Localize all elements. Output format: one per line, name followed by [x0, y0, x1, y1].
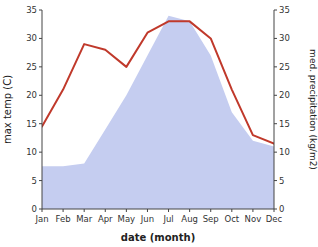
- x-tick: [252, 209, 253, 212]
- x-tick-label: Jun: [140, 214, 154, 224]
- y2-axis-line: [274, 10, 275, 209]
- x-tick-label: Sep: [203, 214, 219, 224]
- x-tick: [189, 209, 190, 212]
- x-tick-label: Dec: [266, 214, 283, 224]
- y-tick-label: 25: [26, 62, 37, 72]
- y-tick: [39, 180, 42, 181]
- y2-tick: [274, 180, 277, 181]
- x-tick: [210, 209, 211, 212]
- x-tick-label: Aug: [181, 214, 198, 224]
- y-tick-label: 35: [26, 5, 37, 15]
- x-tick-label: Jul: [162, 214, 173, 224]
- x-tick-label: Jan: [34, 214, 48, 224]
- y2-tick: [274, 123, 277, 124]
- plot-area: [42, 16, 274, 209]
- y-tick-label: 15: [26, 119, 37, 129]
- y-tick-label: 20: [26, 90, 37, 100]
- y-tick: [39, 152, 42, 153]
- y2-tick-label: 15: [279, 119, 290, 129]
- x-axis-line: [42, 209, 274, 210]
- x-tick-label: Apr: [98, 214, 113, 224]
- y2-tick: [274, 209, 277, 210]
- y2-tick-label: 0: [279, 204, 284, 214]
- y-axis-label: max temp (C): [2, 75, 13, 144]
- x-tick: [105, 209, 106, 212]
- x-tick: [126, 209, 127, 212]
- y2-tick: [274, 152, 277, 153]
- y2-tick-label: 35: [279, 5, 290, 15]
- y2-tick-label: 20: [279, 90, 290, 100]
- y2-tick: [274, 38, 277, 39]
- y-tick: [39, 209, 42, 210]
- x-tick: [168, 209, 169, 212]
- x-tick: [84, 209, 85, 212]
- y-tick: [39, 123, 42, 124]
- y2-tick-label: 10: [279, 147, 290, 157]
- y2-axis-label: med. precipitation (kg/m2): [308, 49, 318, 170]
- y-tick-label: 5: [32, 176, 37, 186]
- y-tick-label: 0: [32, 204, 37, 214]
- x-tick: [231, 209, 232, 212]
- x-axis-label: date (month): [121, 232, 195, 243]
- temperature-line: [42, 21, 274, 143]
- y2-tick: [274, 10, 277, 11]
- y2-tick-label: 30: [279, 33, 290, 43]
- y2-tick-label: 5: [279, 176, 284, 186]
- y2-tick-label: 25: [279, 62, 290, 72]
- x-tick-label: Mar: [76, 214, 93, 224]
- y2-tick: [274, 66, 277, 67]
- y-axis-line: [42, 10, 43, 209]
- x-tick: [147, 209, 148, 212]
- y-tick: [39, 66, 42, 67]
- precipitation-area: [42, 16, 274, 209]
- y-tick-label: 30: [26, 33, 37, 43]
- x-tick-label: Nov: [245, 214, 262, 224]
- y-tick: [39, 10, 42, 11]
- y-tick-label: 10: [26, 147, 37, 157]
- x-tick-label: May: [118, 214, 136, 224]
- y-tick: [39, 95, 42, 96]
- x-tick: [63, 209, 64, 212]
- x-tick-label: Oct: [224, 214, 239, 224]
- y2-tick: [274, 95, 277, 96]
- chart: JanFebMarAprMayJunJulAugSepOctNovDec0510…: [0, 0, 318, 247]
- x-tick-label: Feb: [56, 214, 71, 224]
- y-tick: [39, 38, 42, 39]
